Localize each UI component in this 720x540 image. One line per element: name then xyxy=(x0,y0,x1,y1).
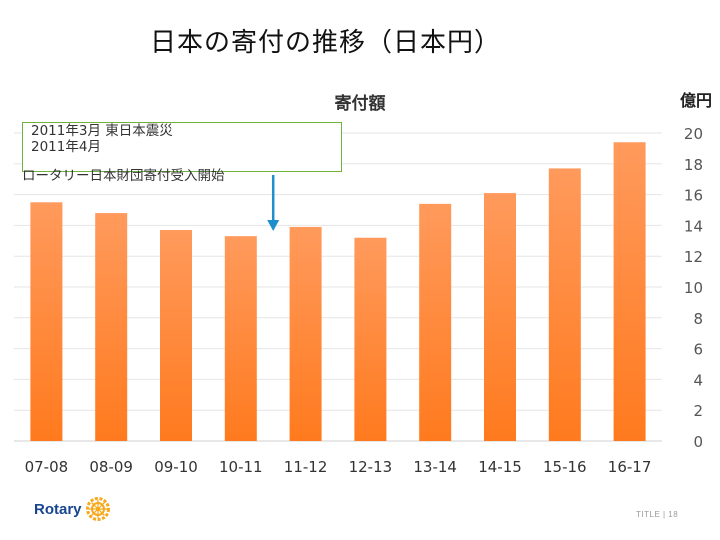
y-axis-unit: 億円 xyxy=(680,91,712,110)
slide-title: 日本の寄付の推移（日本円） xyxy=(150,28,502,58)
bars xyxy=(30,142,646,442)
x-tick-labels: 07-08 08-09 09-10 10-11 11-12 12-13 13-14 14-15… xyxy=(25,458,652,476)
x-tick-label: 13-14 xyxy=(413,458,457,476)
y-tick-label: 6 xyxy=(693,341,703,359)
y-tick-label: 2 xyxy=(693,402,703,420)
rotary-wheel-icon xyxy=(85,497,110,521)
y-tick-label: 14 xyxy=(684,217,703,235)
chart-title: 寄付額 xyxy=(335,93,386,114)
annotation-line-1: 2011年3月 東日本震災 xyxy=(31,123,173,139)
bar-11-12 xyxy=(289,226,322,441)
bar-10-11 xyxy=(224,236,257,441)
y-tick-label: 8 xyxy=(693,310,703,328)
y-tick-labels: 0 2 4 6 8 10 12 14 16 18 20 xyxy=(684,125,703,451)
y-tick-label: 16 xyxy=(684,187,703,205)
y-tick-label: 0 xyxy=(693,433,703,451)
y-tick-label: 18 xyxy=(684,156,703,174)
donation-start-arrow xyxy=(267,175,280,231)
x-tick-label: 16-17 xyxy=(608,458,652,476)
bar-09-10 xyxy=(160,230,192,441)
rotary-logo: Rotary xyxy=(34,497,110,521)
x-tick-label: 10-11 xyxy=(219,458,263,476)
y-tick-label: 10 xyxy=(684,279,703,297)
annotation-line-3: ロータリー日本財団寄付受入開始 xyxy=(22,168,225,184)
x-tick-label: 14-15 xyxy=(478,458,522,476)
y-tick-label: 20 xyxy=(684,125,703,143)
annotation-box: 2011年3月 東日本震災 2011年4月 xyxy=(22,122,342,172)
x-tick-label: 07-08 xyxy=(25,458,69,476)
bar-16-17 xyxy=(613,142,646,442)
arrow-head xyxy=(267,220,280,231)
bar-14-15 xyxy=(484,193,516,441)
bar-12-13 xyxy=(354,237,387,441)
rotary-logo-text: Rotary xyxy=(34,500,82,518)
y-tick-label: 4 xyxy=(693,371,703,389)
x-tick-label: 15-16 xyxy=(543,458,587,476)
x-tick-label: 11-12 xyxy=(284,458,328,476)
bar-08-09 xyxy=(95,213,128,441)
x-tick-label: 09-10 xyxy=(154,458,198,476)
x-tick-label: 12-13 xyxy=(349,458,393,476)
bar-15-16 xyxy=(548,168,581,442)
y-tick-label: 12 xyxy=(684,248,703,266)
page-label: TITLE | 18 xyxy=(636,510,679,519)
annotation-line-2: 2011年4月 xyxy=(31,139,101,155)
bar-13-14 xyxy=(419,203,452,441)
x-tick-label: 08-09 xyxy=(89,458,133,476)
bar-07-08 xyxy=(30,202,63,441)
